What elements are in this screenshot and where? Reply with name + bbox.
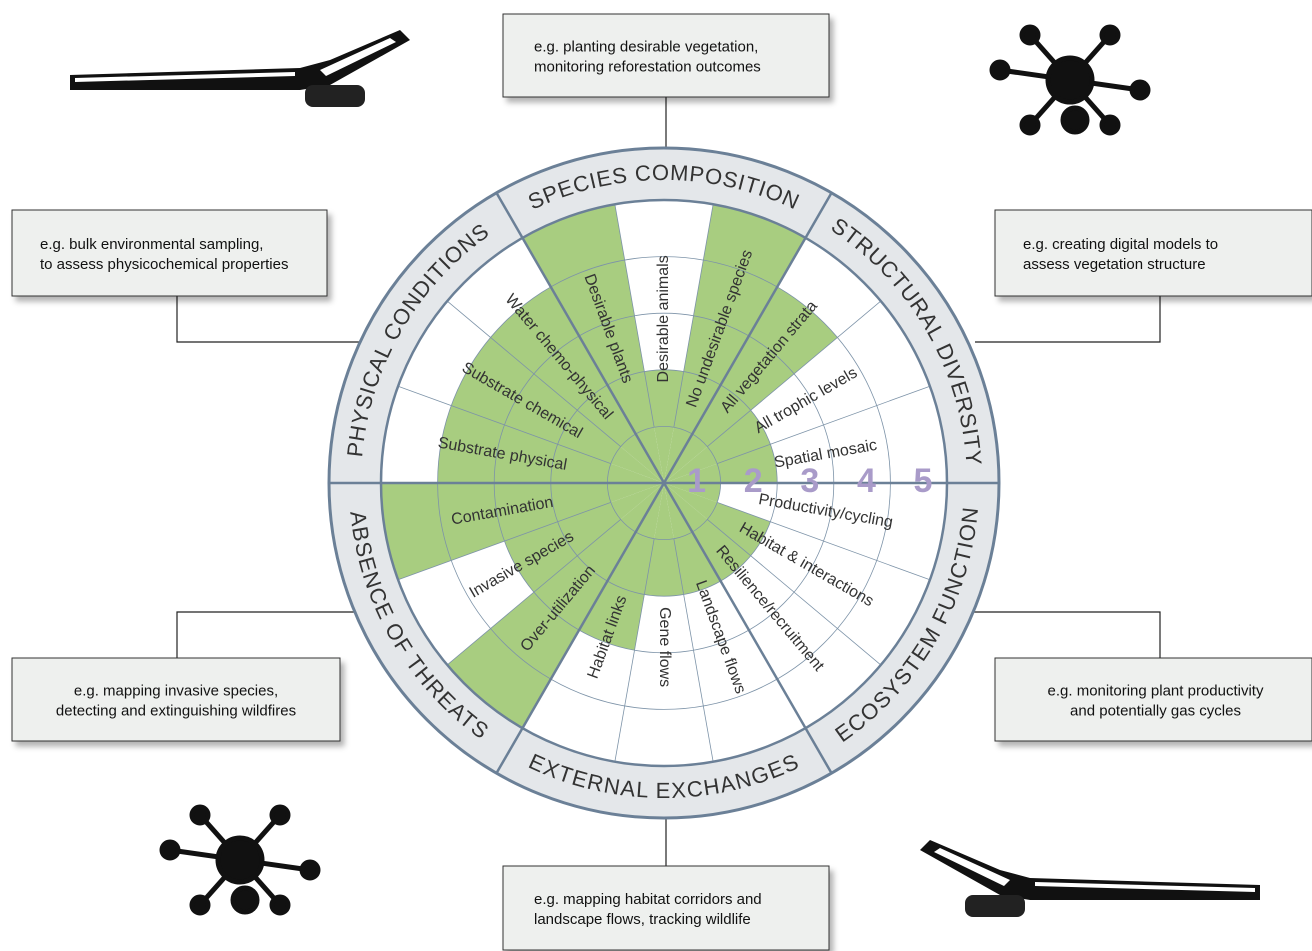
level-wedge — [664, 204, 806, 483]
callout-text: e.g. creating digital models to — [1023, 236, 1218, 253]
connectors — [176, 97, 1161, 866]
scale-number: 2 — [744, 462, 763, 500]
level-wedge — [664, 286, 838, 483]
sector-divider — [495, 192, 666, 484]
scale-number: 5 — [914, 462, 933, 500]
attribute-divider — [707, 519, 882, 666]
level-wedge — [664, 410, 771, 483]
callout-text: e.g. mapping habitat corridors and — [534, 891, 762, 908]
callout-text: and potentially gas cycles — [1070, 703, 1241, 720]
callout-box — [502, 865, 830, 951]
ring-inner-outline — [379, 198, 949, 768]
attribute-divider — [717, 501, 931, 581]
scale-number: 4 — [857, 462, 876, 500]
level-wedge — [664, 483, 721, 503]
callout-text: detecting and extinguishing wildfires — [56, 703, 296, 720]
callout-box — [11, 209, 328, 297]
attribute-divider — [673, 204, 714, 428]
callout-box — [502, 13, 830, 98]
level-wedge — [447, 483, 664, 729]
level-wedge — [381, 483, 664, 580]
attribute-divider — [397, 501, 611, 581]
level-wedge — [437, 405, 664, 483]
attribute-label: Desirable animals — [655, 255, 672, 382]
level-wedge — [522, 204, 664, 483]
callout-text: landscape flows, tracking wildlife — [534, 911, 751, 928]
attribute-divider — [614, 538, 655, 762]
drone-fixed-wing — [920, 840, 1260, 917]
attribute-divider — [673, 538, 714, 762]
callout-box — [994, 209, 1312, 297]
ring-outline — [327, 146, 1001, 820]
scale-number: 1 — [687, 462, 706, 500]
level-wedge — [451, 337, 664, 483]
attribute-divider — [717, 385, 931, 465]
callout-box — [11, 657, 341, 742]
attribute-divider — [446, 519, 621, 666]
drone-hexacopter — [159, 804, 321, 916]
level-wedge — [504, 483, 664, 593]
drone-hexacopter — [989, 24, 1151, 136]
callout-box — [994, 657, 1312, 742]
sector-divider — [495, 482, 666, 774]
callout-text: monitoring reforestation outcomes — [534, 59, 761, 76]
level-wedge — [490, 286, 664, 483]
attribute-label: Gene flows — [656, 607, 673, 687]
callout-text: e.g. bulk environmental sampling, — [40, 236, 263, 253]
level-wedge — [664, 483, 721, 595]
level-wedge — [579, 483, 664, 651]
callout-text: to assess physicochemical properties — [40, 256, 288, 273]
level-wedge — [664, 444, 778, 483]
attribute-divider — [397, 385, 611, 465]
level-wedge — [664, 483, 771, 556]
callout-text: e.g. mapping invasive species, — [74, 683, 278, 700]
sector-divider — [662, 482, 833, 774]
drone-fixed-wing — [70, 30, 410, 107]
attribute-divider — [614, 204, 655, 428]
sector-divider — [662, 192, 833, 484]
callout-text: assess vegetation structure — [1023, 256, 1206, 273]
level-wedge — [664, 483, 751, 582]
attribute-divider — [707, 300, 882, 447]
scale-number: 3 — [800, 462, 819, 500]
callout-text: e.g. planting desirable vegetation, — [534, 39, 758, 56]
callout-text: e.g. monitoring plant productivity — [1048, 683, 1264, 700]
attribute-divider — [446, 300, 621, 447]
